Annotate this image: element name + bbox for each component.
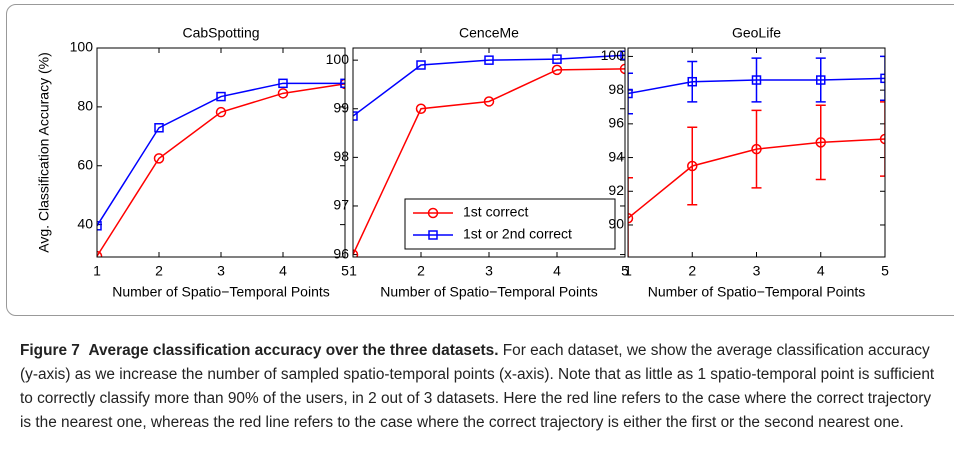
x-axis-label: Number of Spatio−Temporal Points — [112, 284, 330, 300]
error-bar — [880, 55, 885, 101]
x-tick-label: 3 — [485, 263, 493, 279]
y-tick-label: 80 — [77, 98, 93, 114]
marker — [687, 76, 697, 87]
marker — [97, 250, 103, 257]
caption-title: Average classification accuracy over the… — [88, 342, 499, 359]
y-tick-label: 100 — [326, 51, 350, 67]
plot-area — [353, 50, 625, 257]
chart-title: GeoLife — [732, 25, 781, 41]
y-tick-label: 60 — [77, 156, 93, 172]
error-bar — [880, 101, 885, 177]
marker — [216, 91, 226, 102]
marker — [628, 212, 634, 224]
error-bar — [628, 177, 633, 257]
plot-area — [628, 55, 885, 257]
marker — [879, 133, 885, 145]
x-tick-label: 3 — [217, 263, 225, 279]
marker — [552, 54, 562, 64]
x-tick-label: 1 — [93, 263, 101, 279]
caption: Figure 7 Average classification accuracy… — [20, 339, 940, 435]
y-tick-label: 92 — [608, 182, 624, 198]
legend-label: 1st or 2nd correct — [463, 226, 572, 242]
x-tick-label: 1 — [349, 263, 357, 279]
series-line — [97, 82, 345, 227]
marker — [278, 78, 288, 89]
x-tick-label: 5 — [881, 263, 889, 279]
marker — [628, 88, 633, 99]
error-bar — [628, 72, 633, 115]
legend-marker — [427, 207, 439, 219]
marker — [415, 103, 427, 115]
marker — [687, 160, 698, 172]
marker — [484, 55, 494, 65]
marker — [619, 63, 625, 75]
y-tick-label: 100 — [601, 47, 625, 63]
marker — [353, 111, 358, 121]
y-tick-label: 97 — [333, 197, 349, 213]
x-tick-label: 2 — [155, 263, 163, 279]
y-tick-label: 94 — [608, 148, 624, 164]
chart-title: CabSpotting — [182, 25, 259, 41]
x-tick-label: 5 — [621, 263, 629, 279]
marker — [353, 249, 359, 257]
y-tick-label: 98 — [608, 81, 624, 97]
x-tick-label: 1 — [624, 263, 632, 279]
x-tick-label: 4 — [817, 263, 825, 279]
caption-label: Figure 7 — [20, 342, 80, 359]
error-bar — [751, 57, 762, 103]
y-tick-label: 96 — [333, 245, 349, 261]
marker — [880, 73, 885, 84]
plot-area — [97, 78, 345, 257]
x-tick-label: 2 — [688, 263, 696, 279]
marker — [751, 143, 762, 155]
marker — [620, 50, 625, 61]
marker — [153, 153, 165, 164]
marker — [483, 96, 495, 107]
marker — [751, 75, 762, 85]
marker — [277, 88, 289, 99]
y-tick-label: 40 — [77, 215, 93, 231]
error-bar — [687, 126, 698, 206]
axes-box — [627, 47, 886, 258]
y-tick-label: 90 — [608, 216, 624, 232]
x-tick-label: 4 — [553, 263, 561, 279]
y-axis-label: Avg. Classification Accuracy (%) — [36, 52, 52, 252]
x-axis-label: Number of Spatio−Temporal Points — [648, 284, 866, 300]
error-bar — [815, 104, 826, 181]
error-bar — [815, 57, 826, 103]
x-tick-label: 3 — [753, 263, 761, 279]
chart-title: CenceMe — [459, 25, 519, 41]
marker — [416, 60, 426, 70]
x-tick-label: 4 — [279, 263, 287, 279]
axes-box — [352, 47, 626, 258]
figure: CabSpotting Number of Spatio−Temporal Poi… — [36, 25, 889, 300]
series-line — [353, 54, 625, 117]
y-tick-label: 99 — [333, 99, 349, 115]
error-bar — [751, 109, 762, 189]
caption-text: For each dataset, we show the average cl… — [20, 342, 935, 431]
marker — [551, 64, 563, 76]
y-tick-label: 100 — [70, 39, 94, 55]
marker — [340, 78, 345, 89]
y-tick-label: 98 — [333, 148, 349, 164]
y-tick-label: 96 — [608, 115, 624, 131]
legend-box — [404, 198, 616, 250]
marker — [154, 123, 164, 133]
marker — [816, 75, 826, 85]
x-tick-label: 5 — [341, 263, 349, 279]
series-line — [97, 83, 345, 257]
x-axis-label: Number of Spatio−Temporal Points — [380, 284, 598, 300]
legend-label: 1st correct — [463, 204, 528, 220]
marker — [815, 137, 826, 148]
marker — [97, 221, 102, 231]
figure-frame — [6, 4, 954, 316]
x-tick-label: 2 — [417, 263, 425, 279]
marker — [215, 106, 227, 118]
axes-box — [96, 47, 346, 258]
error-bar — [687, 60, 698, 103]
legend-marker — [428, 230, 438, 240]
series-line — [353, 68, 625, 255]
